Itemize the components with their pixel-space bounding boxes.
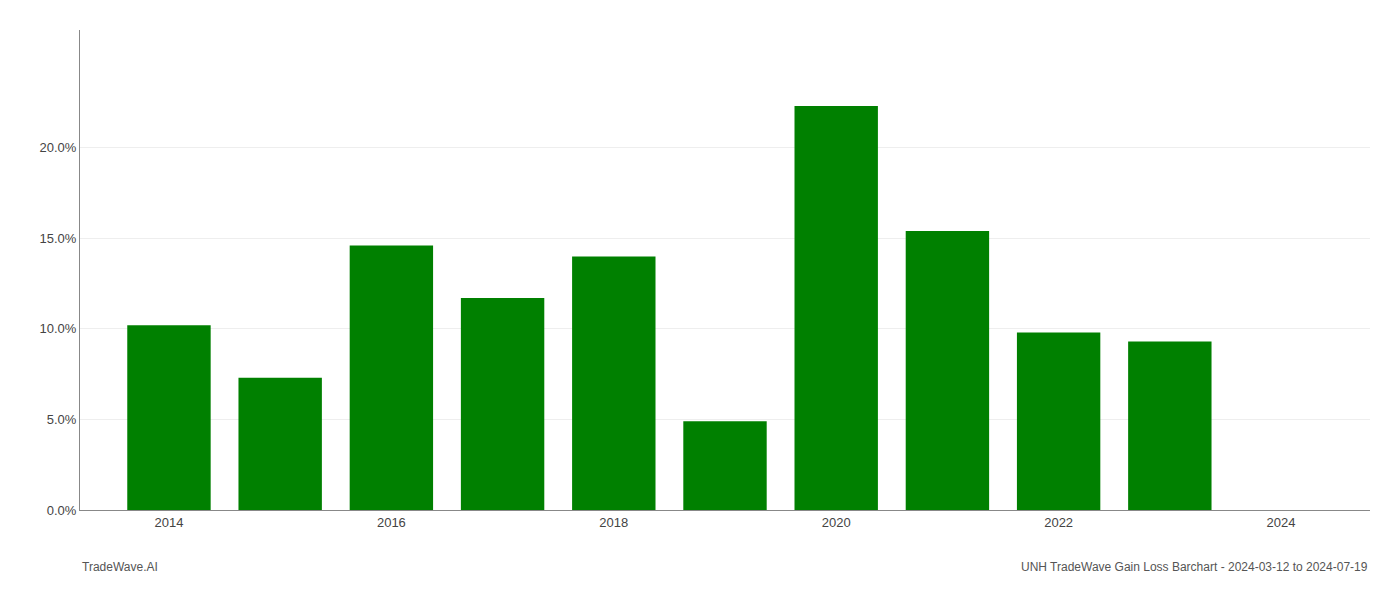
- svg-text:15.0%: 15.0%: [40, 231, 77, 246]
- svg-text:10.0%: 10.0%: [40, 321, 77, 336]
- svg-text:TradeWave.AI: TradeWave.AI: [82, 560, 158, 574]
- svg-text:2020: 2020: [822, 515, 851, 530]
- svg-text:2024: 2024: [1267, 515, 1296, 530]
- svg-text:0.0%: 0.0%: [47, 503, 77, 518]
- svg-text:UNH TradeWave Gain Loss Barcha: UNH TradeWave Gain Loss Barchart - 2024-…: [1021, 560, 1368, 574]
- svg-text:5.0%: 5.0%: [47, 412, 77, 427]
- svg-text:20.0%: 20.0%: [40, 140, 77, 155]
- svg-text:2018: 2018: [599, 515, 628, 530]
- svg-text:2022: 2022: [1044, 515, 1073, 530]
- svg-text:2016: 2016: [377, 515, 406, 530]
- svg-text:2014: 2014: [155, 515, 184, 530]
